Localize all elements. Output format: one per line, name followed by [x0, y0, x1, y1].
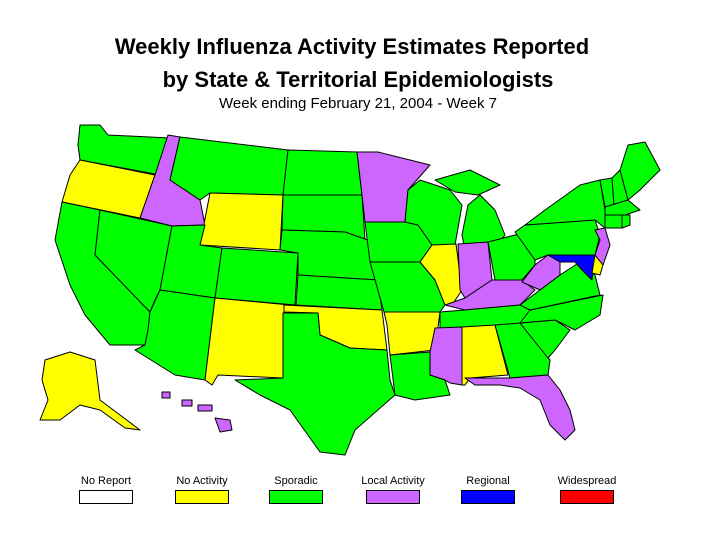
state-AR [383, 311, 441, 356]
legend-item-sporadic: Sporadic [258, 474, 334, 504]
legend-swatch [461, 490, 515, 504]
state-RI [621, 214, 631, 229]
legend-swatch [79, 490, 133, 504]
state-HI [214, 417, 233, 433]
map-subtitle: Week ending February 21, 2004 - Week 7 [219, 95, 497, 112]
legend-swatch [560, 490, 614, 504]
state-AK [39, 351, 141, 431]
legend-item-no-report: No Report [68, 474, 144, 504]
map-title-line1: Weekly Influenza Activity Estimates Repo… [114, 34, 590, 59]
legend-label: No Report [80, 475, 132, 487]
state-NC [519, 294, 604, 331]
legend-label: Widespread [557, 475, 617, 487]
state-CT [604, 214, 623, 229]
legend-item-regional: Regional [450, 474, 526, 504]
state-HI-island-1 [161, 391, 171, 399]
legend-item-widespread: Widespread [549, 474, 625, 504]
legend-item-local-activity: Local Activity [355, 474, 431, 504]
legend-item-no-activity: No Activity [164, 474, 240, 504]
state-TX [234, 312, 396, 456]
legend-swatch [366, 490, 420, 504]
state-ME [619, 141, 661, 201]
state-ND [282, 149, 363, 196]
state-HI-island-3 [197, 404, 213, 412]
legend-swatch [175, 490, 229, 504]
legend-swatch [269, 490, 323, 504]
state-MI-upper [434, 169, 501, 196]
state-FL [464, 374, 576, 441]
state-MS [429, 326, 463, 386]
map-title-line2: by State & Territorial Epidemiologists [162, 67, 554, 92]
state-KS [295, 274, 383, 311]
state-HI-island-2 [181, 399, 193, 407]
legend-label: No Activity [176, 475, 228, 487]
legend-label: Local Activity [361, 475, 425, 487]
state-MA [604, 199, 641, 216]
state-NM [204, 297, 291, 386]
state-GA [494, 322, 551, 379]
state-WY [199, 192, 284, 251]
legend-label: Regional [466, 475, 510, 487]
state-MT [169, 136, 289, 201]
state-CO [214, 247, 299, 306]
legend-label: Sporadic [274, 475, 318, 487]
